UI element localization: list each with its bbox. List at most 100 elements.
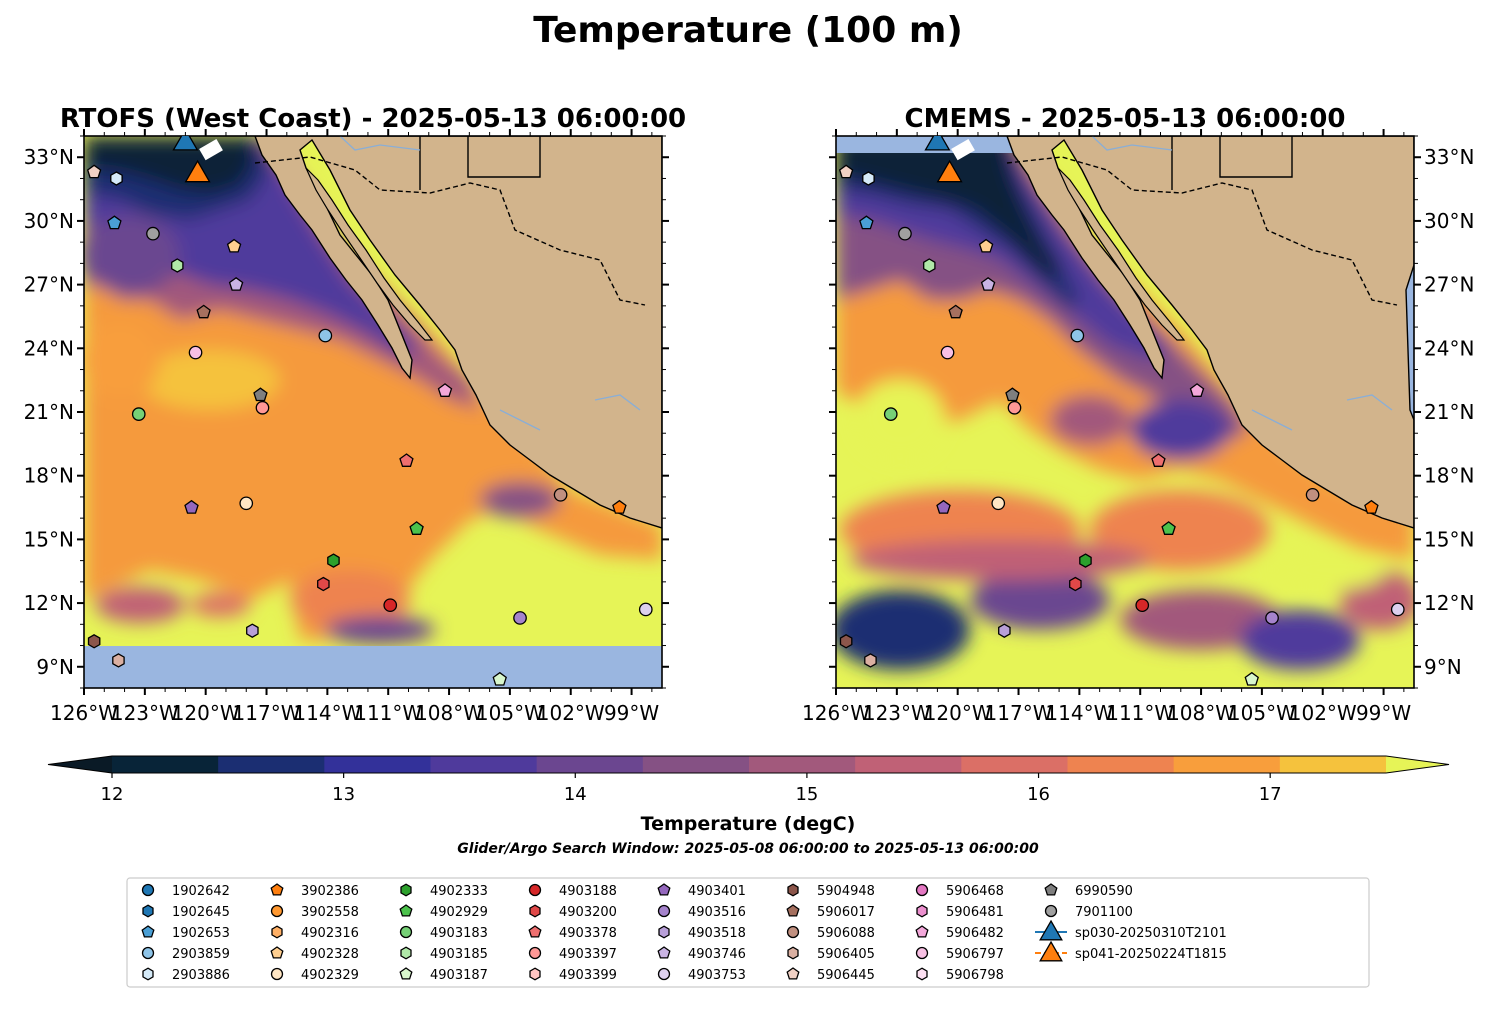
legend-label: 4903399 [559, 968, 617, 983]
rtofs-float-4902333 [327, 553, 340, 568]
cmems-float-1902653 [859, 215, 874, 230]
colorbar-under-arrow [48, 756, 112, 773]
colorbar-segment [1279, 756, 1387, 773]
legend-float-marker [141, 946, 155, 960]
rtofs-map-title: RTOFS (West Coast) - 2025-05-13 06:00:00 [60, 104, 686, 134]
legend-label: 1902645 [172, 905, 230, 920]
legend-label: 4903185 [430, 947, 488, 962]
rtofs-float-5906445 [86, 164, 102, 179]
legend-label: 4903183 [430, 926, 488, 941]
legend-label: 4903753 [688, 968, 746, 983]
rtofs-float-4903401 [184, 499, 199, 514]
colorbar-segment [1067, 756, 1175, 773]
rtofs-float-5906797 [188, 345, 203, 360]
cmems-float-5906482 [1189, 383, 1205, 397]
rtofs-xtick-label: 108°W [415, 701, 483, 725]
legend-glider-marker [1039, 919, 1063, 941]
cmems-ytick-label: 33°N [1424, 145, 1474, 169]
legend-label: 6990590 [1075, 884, 1133, 899]
cmems-xtick-label: 108°W [1167, 701, 1235, 725]
legend-label: 1902642 [172, 884, 230, 899]
legend-label: 4902329 [301, 968, 359, 983]
legend-float-marker [528, 925, 542, 938]
rtofs-glider-sp030-20250310T2101 [172, 136, 199, 151]
rtofs-float-4903187 [492, 671, 507, 686]
cmems-float-4903378 [1151, 453, 1166, 467]
rtofs-ytick-label: 9°N [36, 655, 74, 679]
rtofs-float-5906017 [196, 304, 211, 319]
rtofs-xtick-label: 114°W [293, 701, 361, 725]
cmems-land-gulf [1057, 167, 1186, 341]
legend-float-marker [141, 925, 155, 938]
rtofs-float-3902386 [612, 499, 627, 514]
legend-label: 4902333 [430, 884, 488, 899]
legend-label: 5904948 [817, 884, 875, 899]
legend-float-marker [400, 946, 412, 960]
search-window-text: Glider/Argo Search Window: 2025-05-08 06… [457, 841, 1039, 857]
cmems-float-6990590 [1005, 387, 1020, 402]
rtofs-float-4902328 [226, 238, 242, 253]
figure-title: Temperature (100 m) [533, 10, 963, 51]
legend-float-marker [400, 883, 412, 897]
rtofs-float-1902653 [107, 215, 122, 230]
rtofs-ytick-label: 30°N [24, 209, 74, 233]
legend-float-marker [916, 967, 928, 981]
rtofs-axis-ticks: 126°W123°W120°W117°W114°W111°W108°W105°W… [24, 129, 669, 725]
legend-label: sp030-20250310T2101 [1075, 926, 1227, 941]
cmems-temperature-field [836, 136, 1414, 670]
cmems-xtick-label: 111°W [1106, 701, 1174, 725]
cmems-ytick-label: 30°N [1424, 209, 1474, 233]
rtofs-float-4902929 [409, 521, 424, 535]
colorbar-tick-label: 14 [564, 784, 587, 805]
rtofs-float-4903185 [171, 258, 184, 273]
rtofs-float-4903397 [255, 400, 270, 415]
legend-float-marker [529, 967, 541, 981]
legend-float-marker [1044, 904, 1058, 918]
legend-float-marker [915, 946, 929, 960]
cmems-float-4903187 [1244, 671, 1259, 686]
colorbar-label: Temperature (degC) [641, 813, 856, 835]
cmems-float-4903401 [936, 499, 951, 514]
cmems-float-4903200 [1069, 576, 1082, 592]
rtofs-float-4903188 [383, 598, 398, 613]
rtofs-float-4903746 [228, 276, 244, 291]
cmems-float-5906017 [948, 304, 963, 319]
legend-label: 5906445 [817, 968, 875, 983]
legend-float-marker [657, 946, 671, 959]
colorbar-tick-label: 16 [1027, 784, 1050, 805]
rtofs-ytick-label: 27°N [24, 273, 74, 297]
cmems-xtick-label: 126°W [802, 701, 870, 725]
cmems-map-title: CMEMS - 2025-05-13 06:00:00 [905, 104, 1346, 134]
rtofs-map-panel: RTOFS (West Coast) - 2025-05-13 06:00:00 [24, 104, 687, 725]
legend-label: 3902558 [301, 905, 359, 920]
rtofs-float-4903378 [399, 453, 414, 467]
cmems-xtick-label: 120°W [924, 701, 992, 725]
legend-float-marker [915, 883, 929, 897]
legend-label: 4903516 [688, 905, 746, 920]
legend-label: 4903397 [559, 947, 617, 962]
legend-float-marker [915, 925, 929, 938]
cmems-float-4902329 [991, 496, 1006, 511]
rtofs-float-2903886 [110, 171, 123, 186]
rtofs-float-4903753 [638, 602, 653, 617]
rtofs-xtick-label: 117°W [233, 701, 301, 725]
colorbar-segment [324, 756, 431, 773]
legend-float-marker [141, 883, 155, 897]
rtofs-markers [86, 136, 653, 686]
legend-float-marker [270, 904, 284, 918]
cmems-float-4903746 [980, 276, 996, 291]
cmems-ytick-label: 18°N [1424, 464, 1474, 488]
colorbar-tick-label: 12 [101, 784, 124, 805]
legend-float-marker [270, 883, 284, 896]
legend-label: 5906797 [946, 947, 1004, 962]
legend-label: 5906798 [946, 968, 1004, 983]
cmems-ytick-label: 9°N [1424, 655, 1462, 679]
cmems-float-4903188 [1135, 598, 1150, 613]
cmems-float-5906088 [1305, 487, 1320, 502]
cmems-float-4903397 [1007, 400, 1022, 415]
cmems-glider-sp030-20250310T2101 [924, 136, 951, 151]
rtofs-glider-track [199, 139, 223, 161]
cmems-xtick-label: 114°W [1045, 701, 1113, 725]
legend-label: 4902328 [301, 947, 359, 962]
rtofs-float-4902329 [239, 496, 254, 511]
